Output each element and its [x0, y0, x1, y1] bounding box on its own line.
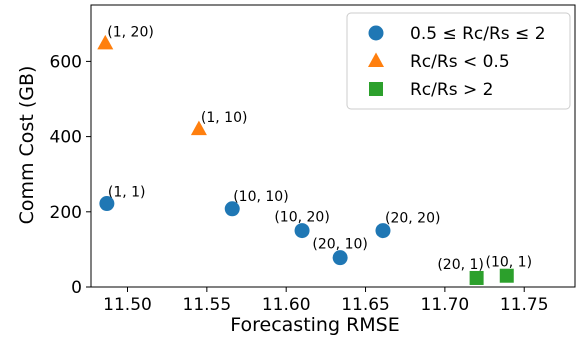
legend-marker — [368, 25, 384, 41]
data-point — [499, 268, 514, 283]
y-tick-label: 0 — [71, 278, 82, 298]
point-label: (1, 20) — [107, 24, 154, 40]
legend-entry-label: 0.5 ≤ Rc/Rs ≤ 2 — [410, 24, 546, 44]
point-label: (10, 10) — [233, 189, 288, 205]
point-label: (20, 10) — [312, 237, 367, 253]
data-point — [190, 120, 207, 136]
data-point — [375, 223, 391, 239]
axes: 11.50 11.55 11.60 11.65 11.70 11.75 0 200 400 600 — [50, 4, 576, 315]
y-tick-label: 600 — [50, 52, 82, 72]
legend-entry-label: Rc/Rs < 0.5 — [410, 52, 510, 72]
data-point — [224, 201, 240, 217]
data-point — [99, 196, 115, 212]
x-tick-label: 11.55 — [183, 295, 232, 315]
x-tick-label: 11.50 — [103, 295, 152, 315]
data-point — [97, 34, 114, 50]
x-tick-label: 11.75 — [500, 295, 549, 315]
point-label: (20, 20) — [385, 211, 440, 227]
y-tick-label: 400 — [50, 128, 82, 148]
point-label: (10, 20) — [274, 210, 329, 226]
y-tick-label: 200 — [50, 203, 82, 223]
point-annotations: (1, 1) (10, 10) (10, 20) (20, 10) (20, 20) (1… — [107, 24, 532, 273]
data-point — [469, 270, 484, 285]
point-label: (1, 10) — [201, 110, 248, 126]
legend-entry-label: Rc/Rs > 2 — [410, 80, 493, 100]
point-label: (1, 1) — [108, 185, 146, 201]
legend-marker — [368, 52, 384, 67]
legend-box — [346, 12, 571, 110]
data-markers — [97, 34, 514, 285]
x-tick-label: 11.70 — [421, 295, 470, 315]
point-label: (10, 1) — [485, 255, 532, 271]
x-axis-label: Forecasting RMSE — [230, 314, 399, 336]
point-label: (20, 1) — [437, 257, 484, 273]
plot-frame — [90, 4, 576, 288]
legend-marker — [369, 82, 383, 96]
x-tick-label: 11.65 — [341, 295, 390, 315]
data-point — [332, 250, 348, 266]
y-axis-label: Comm Cost (GB) — [16, 66, 38, 225]
data-point — [294, 223, 310, 239]
x-tick-label: 11.60 — [262, 295, 311, 315]
legend: 0.5 ≤ Rc/Rs ≤ 2 Rc/Rs < 0.5 Rc/Rs > 2 — [346, 12, 571, 110]
